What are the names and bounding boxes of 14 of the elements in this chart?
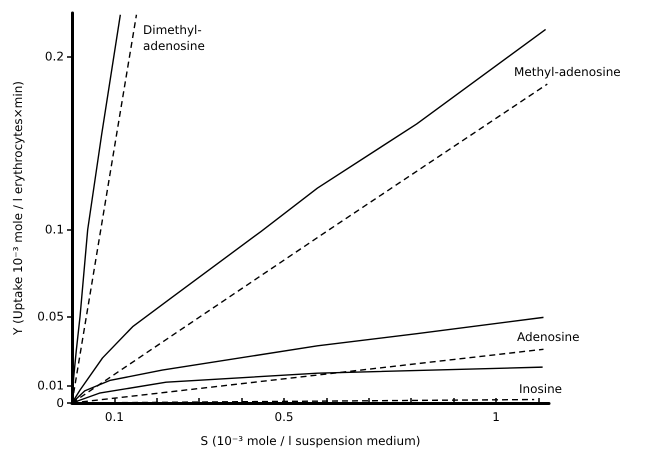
annotation: Adenosine [517,330,580,344]
x-tick-label: 0.1 [104,410,124,424]
y-tick-label: 0.01 [37,378,64,393]
x-tick-label: 1 [492,410,500,424]
x-tick-label: 0.5 [274,410,294,424]
y-tick-label: 0 [56,396,64,410]
y-tick-label: 0.05 [37,309,64,324]
y-axis-title: Y (Uptake 10⁻³ mole / l erythrocytes×min) [11,81,25,336]
annotation: Dimethyl- adenosine [143,23,205,53]
annotation: Inosine [519,382,562,396]
x-axis-title: S (10⁻³ mole / l suspension medium) [200,434,420,448]
y-tick-label: 0.1 [44,222,64,237]
y-tick-label: 0.2 [44,49,64,64]
annotation: Methyl-adenosine [514,65,621,79]
